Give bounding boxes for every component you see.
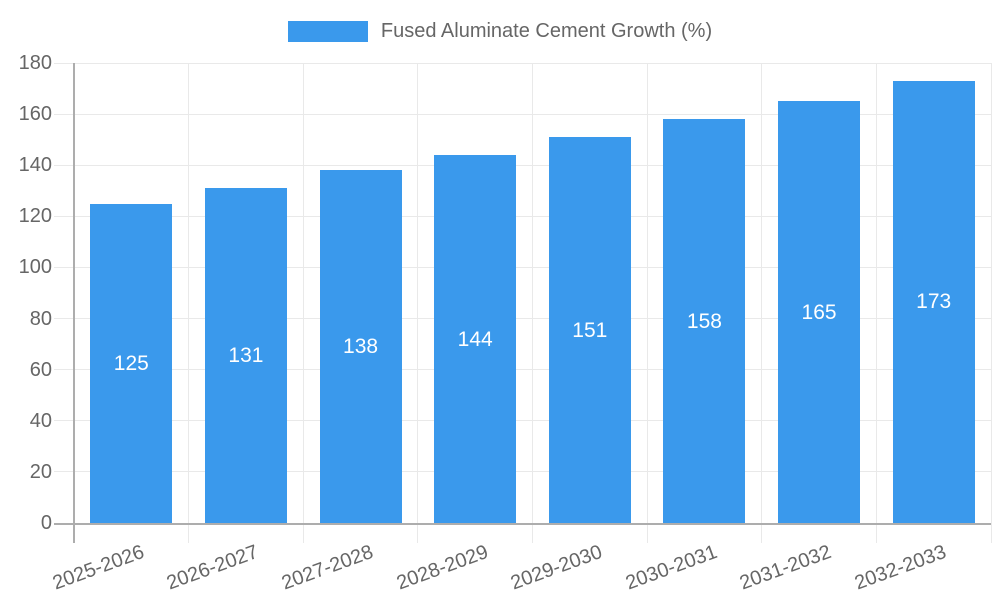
x-axis-line (54, 523, 991, 525)
y-tick-label: 60 (29, 358, 52, 381)
plot-area: 125 131 138 144 151 158 165 173 (54, 62, 992, 543)
h-gridline (54, 62, 991, 64)
v-gridline (417, 63, 419, 543)
y-tick-label: 20 (29, 460, 52, 483)
h-gridline (54, 420, 991, 422)
v-gridline (646, 63, 648, 543)
bar[interactable]: 173 (892, 80, 975, 523)
bar-value-label: 165 (801, 300, 837, 324)
v-gridline (990, 63, 992, 543)
bar[interactable]: 158 (663, 119, 746, 523)
y-tick-label: 160 (18, 103, 52, 126)
legend-color-swatch (287, 20, 368, 42)
y-tick-label: 180 (18, 52, 52, 74)
x-tick-label: 2032-2033 (851, 541, 950, 595)
bar[interactable]: 138 (319, 170, 402, 523)
x-tick-label: 2027-2028 (278, 541, 377, 595)
bar[interactable]: 125 (90, 203, 173, 523)
legend-label: Fused Aluminate Cement Growth (%) (380, 20, 713, 42)
h-gridline (54, 215, 991, 217)
bar-value-label: 144 (457, 327, 493, 351)
v-gridline (188, 63, 190, 543)
bar-value-label: 151 (572, 318, 608, 342)
x-tick-label: 2029-2030 (507, 541, 606, 595)
h-gridline (54, 369, 991, 371)
legend: Fused Aluminate Cement Growth (%) (0, 16, 1000, 46)
x-tick-label: 2025-2026 (49, 541, 147, 595)
x-tick-label: 2026-2027 (164, 541, 262, 595)
x-tick-label: 2028-2029 (393, 541, 491, 595)
legend-item[interactable]: Fused Aluminate Cement Growth (%) (287, 20, 713, 42)
bar-value-label: 131 (228, 344, 264, 368)
h-gridline (54, 318, 991, 320)
bar[interactable]: 151 (548, 137, 631, 523)
h-gridline (54, 113, 991, 115)
bar[interactable]: 144 (434, 155, 517, 523)
bar-value-label: 138 (343, 335, 379, 359)
h-gridline (54, 164, 991, 166)
bar-value-label: 158 (686, 309, 722, 333)
v-gridline (761, 63, 763, 543)
y-tick-label: 80 (29, 307, 52, 330)
y-tick-label: 0 (40, 512, 52, 534)
y-tick-label: 40 (29, 409, 52, 432)
h-gridline (54, 471, 991, 473)
y-tick-label: 120 (18, 205, 52, 228)
bar-value-label: 173 (916, 290, 952, 314)
v-gridline (532, 63, 533, 543)
x-tick-label: 2030-2031 (622, 541, 720, 595)
bar-value-label: 125 (113, 351, 149, 375)
y-axis-line (73, 63, 75, 543)
y-tick-label: 100 (18, 256, 52, 279)
v-gridline (875, 63, 877, 543)
y-tick-label: 140 (18, 154, 52, 177)
v-gridline (302, 63, 304, 543)
bar[interactable]: 131 (204, 188, 287, 523)
x-tick-label: 2031-2032 (737, 541, 835, 595)
h-gridline (54, 266, 991, 268)
bar[interactable]: 165 (778, 101, 861, 523)
